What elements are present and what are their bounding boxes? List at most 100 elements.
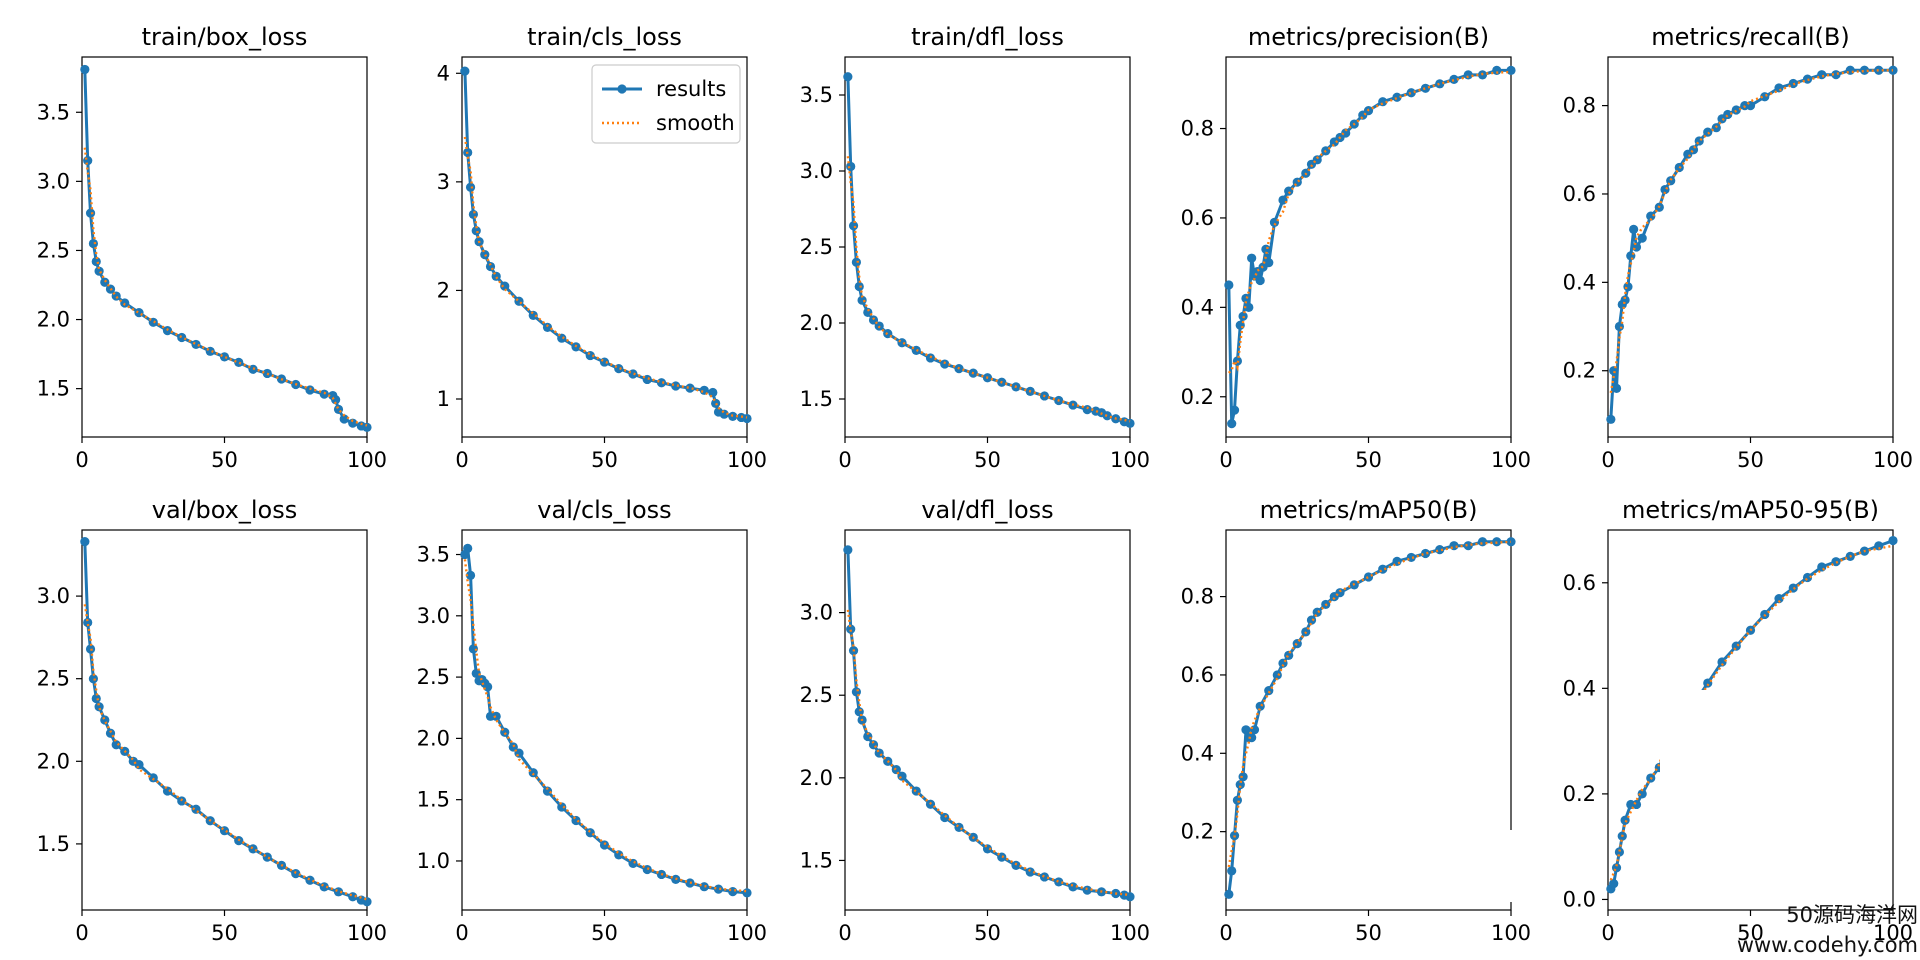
smooth-line xyxy=(83,147,368,427)
subplot-val-cls-loss: val/cls_loss 0 50 100 1.0 1.5 2.0 2.5 3.0 3.5 xyxy=(417,496,767,945)
results-point xyxy=(1802,572,1813,583)
results-point xyxy=(1378,97,1388,107)
results-point xyxy=(954,822,964,832)
results-point xyxy=(491,711,501,721)
results-point xyxy=(1238,772,1248,782)
results-point xyxy=(111,740,121,750)
subplot-train-cls-loss: train/cls_loss 0 50 100 1 2 3 4 results smooth xyxy=(437,23,767,472)
watermark: 50源码海洋网 www.codehy.com xyxy=(1660,900,1918,960)
results-point xyxy=(1241,725,1251,735)
results-point xyxy=(599,840,610,850)
x-tick-label: 100 xyxy=(347,448,387,472)
results-point xyxy=(219,352,230,362)
subplot-title: metrics/mAP50-95(B) xyxy=(1622,496,1879,524)
axes-frame xyxy=(81,529,368,911)
subplot-title: train/cls_loss xyxy=(527,23,682,51)
y-tick-label: 3.0 xyxy=(37,584,70,608)
x-tick-label: 50 xyxy=(211,921,238,945)
subplot-metrics-precision-b-: metrics/precision(B) 0 50 100 0.2 0.4 0.6 0.8 xyxy=(1181,23,1531,472)
results-point xyxy=(514,296,524,306)
x-tick-label: 0 xyxy=(455,448,468,472)
results-point xyxy=(465,570,476,580)
y-tick-label: 3 xyxy=(437,170,450,194)
results-point xyxy=(1102,411,1112,421)
results-point xyxy=(1363,572,1374,582)
results-point xyxy=(1125,892,1135,902)
y-tick-label: 3.0 xyxy=(37,169,70,193)
subplot-title: train/box_loss xyxy=(142,23,308,51)
y-tick-label: 0.6 xyxy=(1563,571,1596,595)
results-point xyxy=(671,381,681,391)
results-point xyxy=(1255,701,1265,711)
results-point xyxy=(1631,799,1642,810)
results-point xyxy=(1420,83,1431,93)
results-point xyxy=(500,281,510,291)
x-tick-label: 100 xyxy=(727,921,767,945)
results-point xyxy=(91,693,101,704)
results-point xyxy=(742,413,752,424)
y-tick-label: 2.0 xyxy=(37,749,70,773)
legend-results-marker xyxy=(617,84,627,94)
results-point xyxy=(80,536,90,547)
results-point xyxy=(628,858,638,869)
results-point xyxy=(846,161,856,172)
subplot-train-box-loss: train/box_loss 0 50 100 1.5 2.0 2.5 3.0 3.5 xyxy=(37,23,387,472)
results-point xyxy=(1637,789,1647,799)
x-tick-label: 50 xyxy=(1355,921,1382,945)
y-tick-label: 2.0 xyxy=(37,308,70,332)
results-point xyxy=(88,238,98,249)
results-point xyxy=(468,644,478,654)
y-tick-label: 0.2 xyxy=(1563,782,1596,806)
smooth-line xyxy=(1609,69,1893,394)
results-point xyxy=(1874,65,1884,75)
y-tick-label: 2.5 xyxy=(800,683,833,707)
results-point xyxy=(1125,418,1135,428)
results-point xyxy=(471,226,481,236)
x-tick-label: 100 xyxy=(1873,448,1913,472)
results-point xyxy=(100,277,110,287)
results-point xyxy=(1241,293,1251,304)
results-point xyxy=(1244,302,1254,312)
results-point xyxy=(1278,195,1288,205)
results-point xyxy=(1284,650,1294,660)
legend: results smooth xyxy=(591,64,741,144)
x-tick-label: 50 xyxy=(1355,448,1382,472)
x-tick-label: 50 xyxy=(591,921,618,945)
axes-frame xyxy=(81,56,368,438)
results-point xyxy=(1054,877,1064,887)
subplot-title: val/dfl_loss xyxy=(921,496,1053,524)
results-point xyxy=(471,668,481,679)
smooth-line xyxy=(463,559,748,893)
results-point xyxy=(1264,258,1274,268)
y-tick-label: 1.0 xyxy=(417,849,450,873)
y-tick-label: 2.5 xyxy=(800,235,833,259)
y-tick-label: 3.5 xyxy=(800,83,833,107)
subplot-train-dfl-loss: train/dfl_loss 0 50 100 1.5 2.0 2.5 3.0 3.5 xyxy=(800,23,1150,472)
results-point xyxy=(111,291,121,301)
watermark-backdrop xyxy=(1240,830,1546,902)
results-point xyxy=(843,545,853,555)
y-tick-label: 3.5 xyxy=(37,100,70,124)
results-point xyxy=(483,682,493,692)
x-tick-label: 100 xyxy=(1491,448,1531,472)
results-point xyxy=(571,815,581,826)
results-point xyxy=(1774,594,1784,604)
results-point xyxy=(1477,537,1488,547)
results-point xyxy=(1609,879,1619,889)
y-tick-label: 0.2 xyxy=(1181,385,1214,409)
results-line xyxy=(83,541,368,904)
results-point xyxy=(1420,548,1431,559)
y-tick-label: 0.0 xyxy=(1563,887,1596,911)
results-point xyxy=(1745,101,1756,111)
results-point xyxy=(1255,275,1265,286)
results-point xyxy=(1292,177,1302,187)
y-tick-label: 2.5 xyxy=(417,665,450,689)
y-tick-label: 1.5 xyxy=(37,377,70,401)
results-point xyxy=(542,786,553,796)
results-point xyxy=(940,812,950,823)
subplot-val-dfl-loss: val/dfl_loss 0 50 100 1.5 2.0 2.5 3.0 xyxy=(800,496,1150,945)
results-point xyxy=(1623,282,1633,292)
results-point xyxy=(362,422,372,432)
results-point xyxy=(874,748,884,758)
x-tick-label: 0 xyxy=(1219,448,1232,472)
